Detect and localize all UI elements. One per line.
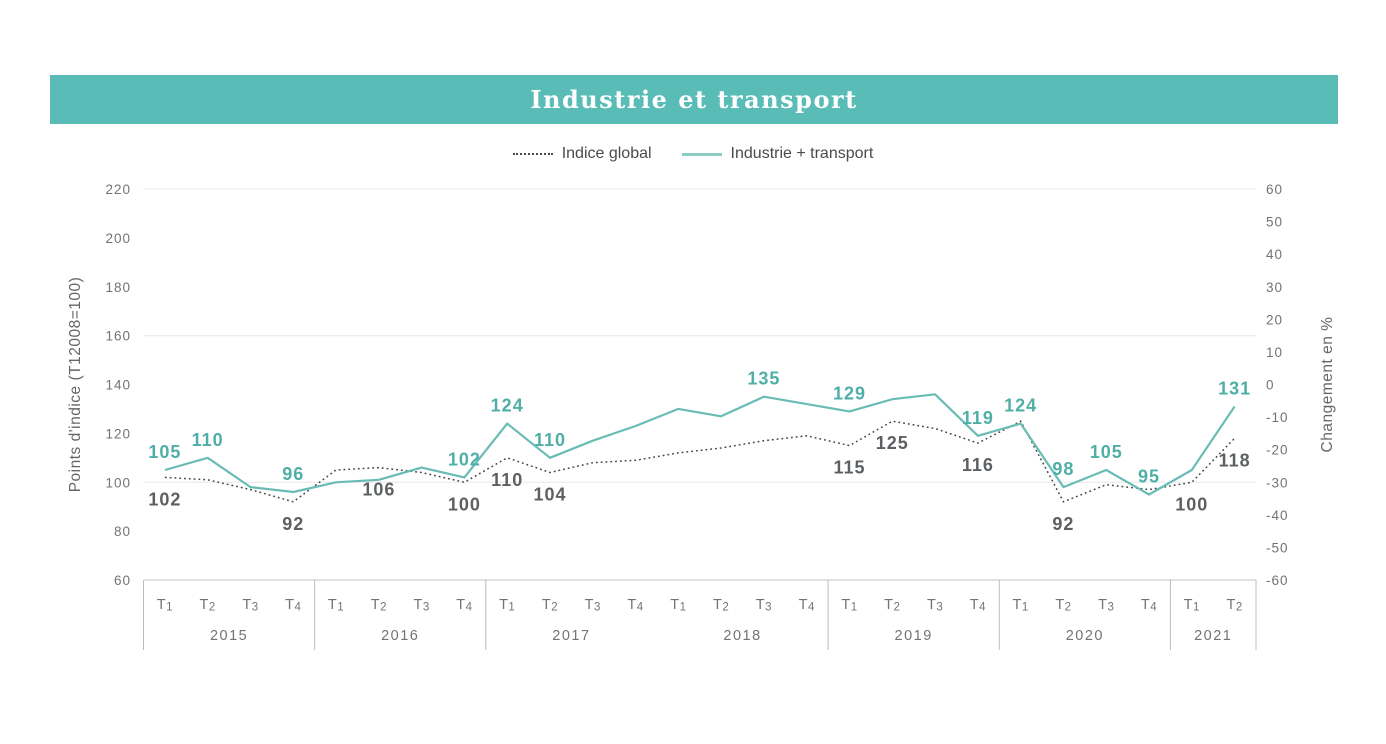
x-quarter-label: T3 [413, 597, 429, 614]
x-quarter-label: T2 [1226, 597, 1242, 614]
legend-item-indice-global: Indice global [512, 145, 652, 163]
x-year-label: 2018 [723, 628, 761, 644]
chart-title: Industrie et transport [530, 85, 858, 114]
point-label-indice-global: 115 [833, 458, 865, 478]
x-quarter-label: T3 [756, 597, 772, 614]
x-quarter-label: T3 [242, 597, 258, 614]
x-year-label: 2021 [1194, 628, 1232, 644]
x-quarter-label: T3 [1098, 597, 1114, 614]
y-right-tick-label: -20 [1266, 443, 1289, 458]
legend-label-industrie-transport: Industrie + transport [730, 145, 874, 162]
y-left-tick-label: 160 [105, 329, 131, 344]
x-year-label: 2019 [895, 628, 933, 644]
point-label-industrie-transport: 105 [148, 442, 181, 462]
y-right-tick-label: 10 [1266, 345, 1283, 360]
point-label-industrie-transport: 98 [1052, 459, 1074, 479]
y-right-tick-label: 60 [1266, 182, 1283, 197]
y-left-tick-label: 140 [105, 378, 131, 393]
x-year-label: 2017 [552, 628, 590, 644]
x-quarter-label: T1 [670, 597, 686, 614]
y-left-tick-label: 100 [105, 475, 131, 490]
y-right-tick-label: -40 [1266, 508, 1289, 523]
point-label-industrie-transport: 124 [1004, 396, 1037, 416]
point-label-indice-global: 92 [282, 514, 304, 534]
y-right-tick-label: 30 [1266, 280, 1283, 295]
x-quarter-label: T2 [713, 597, 729, 614]
point-label-industrie-transport: 129 [833, 383, 866, 403]
y-right-tick-label: -60 [1266, 573, 1289, 588]
x-quarter-label: T3 [585, 597, 601, 614]
legend-label-indice-global: Indice global [561, 145, 652, 162]
point-label-industrie-transport: 135 [747, 369, 780, 389]
y-right-tick-label: 0 [1266, 378, 1275, 393]
x-quarter-label: T4 [456, 597, 472, 614]
x-quarter-label: T1 [841, 597, 857, 614]
y-right-axis-title: Changement en % [1319, 317, 1336, 453]
x-quarter-label: T4 [285, 597, 301, 614]
y-right-tick-label: 20 [1266, 312, 1283, 327]
point-label-industrie-transport: 110 [534, 430, 566, 450]
y-left-tick-label: 180 [105, 280, 131, 295]
x-quarter-label: T2 [884, 597, 900, 614]
point-label-indice-global: 125 [876, 433, 909, 453]
y-right-tick-label: -50 [1266, 540, 1289, 555]
point-label-indice-global: 100 [448, 494, 481, 514]
point-label-indice-global: 106 [362, 480, 395, 500]
series-line-indice-global [164, 420, 1236, 503]
y-left-tick-label: 200 [105, 231, 131, 246]
y-left-tick-label: 60 [114, 573, 131, 588]
y-right-tick-label: 40 [1266, 247, 1283, 262]
point-label-industrie-transport: 96 [282, 464, 304, 484]
point-label-industrie-transport: 95 [1138, 466, 1160, 486]
point-label-indice-global: 110 [491, 470, 523, 490]
point-label-indice-global: 116 [962, 455, 994, 475]
chart-title-banner: Industrie et transport [50, 75, 1338, 124]
x-quarter-label: T1 [1013, 597, 1029, 614]
legend: Indice global Industrie + transport [0, 139, 1386, 169]
y-right-tick-label: 50 [1266, 215, 1283, 230]
point-label-industrie-transport: 102 [448, 449, 481, 469]
dotted-line-swatch-icon [512, 153, 553, 155]
point-label-indice-global: 118 [1219, 450, 1251, 470]
teal-line-swatch-icon [681, 152, 722, 156]
point-label-indice-global: 92 [1052, 514, 1074, 534]
point-label-industrie-transport: 110 [192, 430, 224, 450]
x-year-label: 2016 [381, 628, 419, 644]
y-left-tick-label: 80 [114, 524, 131, 539]
x-quarter-label: T2 [1055, 597, 1071, 614]
x-quarter-label: T1 [499, 597, 515, 614]
y-left-tick-label: 120 [105, 426, 131, 441]
x-quarter-label: T1 [1184, 597, 1200, 614]
point-label-indice-global: 104 [533, 484, 566, 504]
x-quarter-label: T2 [542, 597, 558, 614]
point-label-indice-global: 100 [1175, 494, 1208, 514]
x-quarter-label: T2 [371, 597, 387, 614]
legend-item-industrie-transport: Industrie + transport [681, 145, 874, 163]
y-left-tick-label: 220 [105, 182, 131, 197]
x-quarter-label: T2 [200, 597, 216, 614]
x-quarter-label: T1 [157, 597, 173, 614]
x-quarter-label: T4 [1141, 597, 1157, 614]
point-label-indice-global: 102 [148, 489, 181, 509]
point-label-industrie-transport: 105 [1090, 442, 1123, 462]
point-label-industrie-transport: 131 [1218, 378, 1251, 398]
y-left-axis-title: Points d'indice (T12008=100) [67, 277, 84, 493]
x-year-label: 2020 [1066, 628, 1104, 644]
point-label-industrie-transport: 124 [491, 396, 524, 416]
x-year-label: 2015 [210, 628, 248, 644]
series-line-industrie-transport [164, 393, 1236, 496]
x-quarter-label: T3 [927, 597, 943, 614]
x-quarter-label: T4 [970, 597, 986, 614]
x-quarter-label: T4 [799, 597, 815, 614]
y-right-tick-label: -30 [1266, 475, 1289, 490]
x-quarter-label: T4 [627, 597, 643, 614]
point-label-industrie-transport: 119 [962, 408, 994, 428]
x-quarter-label: T1 [328, 597, 344, 614]
y-right-tick-label: -10 [1266, 410, 1289, 425]
